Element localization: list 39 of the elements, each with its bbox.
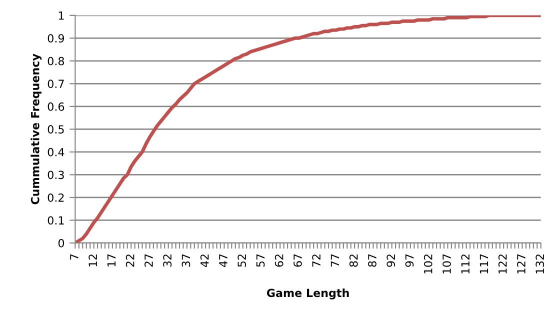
x-tick-label: 132: [536, 254, 544, 274]
x-tick-label: 77: [330, 254, 340, 267]
x-tick-label: 122: [498, 254, 507, 274]
y-tick-label: 0.4: [48, 148, 64, 156]
x-tick-label: 47: [219, 254, 228, 268]
x-tick-label: 87: [368, 254, 376, 267]
x-tick-label: 57: [256, 254, 265, 267]
x-tick-label: 22: [126, 254, 134, 267]
x-tick-label: 42: [200, 254, 209, 268]
y-tick-label: 0.1: [48, 216, 64, 225]
y-tick-label: 0.8: [48, 56, 64, 66]
x-tick-label: 107: [442, 254, 451, 274]
x-tick-label: 37: [182, 254, 190, 267]
y-tick-label: 0.2: [48, 193, 64, 202]
x-tick-label: 97: [405, 254, 414, 267]
x-tick-label: 67: [294, 254, 302, 267]
y-tick-label: 0.5: [48, 125, 64, 134]
x-tick-label: 62: [274, 254, 284, 267]
x-tick-label: 7: [70, 254, 78, 260]
x-tick-label: 102: [424, 254, 432, 274]
y-tick-label: 1: [58, 12, 64, 20]
x-tick-label: 117: [480, 254, 488, 274]
y-tick-label: 0.7: [48, 80, 64, 88]
x-tick-label: 12: [88, 254, 97, 266]
y-tick-label: 0.3: [48, 170, 64, 180]
x-tick-label: 52: [238, 254, 246, 267]
x-tick-label: 72: [312, 254, 320, 267]
x-tick-label: 27: [144, 254, 153, 267]
x-tick-label: 127: [517, 254, 526, 274]
x-tick-label: 32: [163, 254, 172, 267]
x-tick-label: 92: [386, 254, 396, 267]
y-axis-title: Cummulative Frequency: [30, 54, 42, 204]
x-axis-title: Game Length: [266, 288, 349, 300]
y-tick-label: 0.9: [48, 34, 64, 43]
y-tick-label: 0: [58, 238, 64, 248]
x-tick-label: 82: [349, 254, 358, 267]
x-tick-label: 112: [461, 254, 470, 274]
x-tick-label: 17: [107, 254, 116, 266]
y-tick-label: 0.6: [48, 102, 64, 111]
